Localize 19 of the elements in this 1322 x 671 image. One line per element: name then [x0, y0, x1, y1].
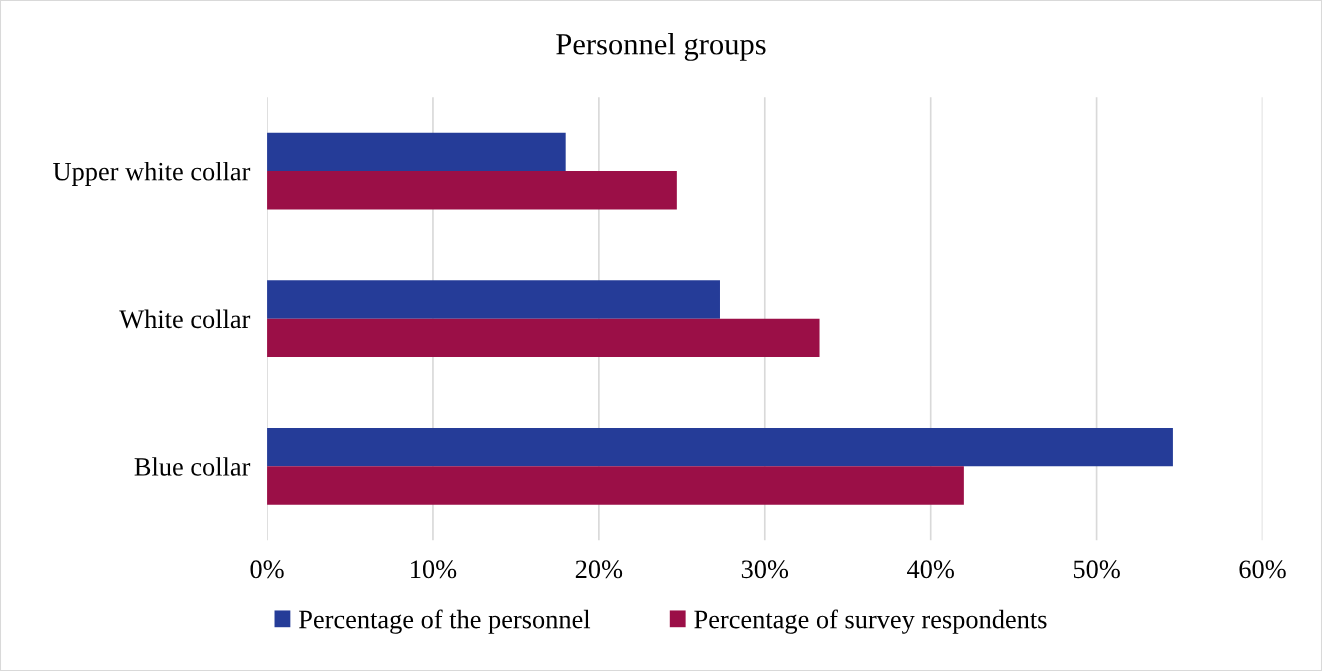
- x-tick-label: 40%: [907, 560, 954, 579]
- x-tick-label: 50%: [1073, 560, 1120, 579]
- legend-label: Percentage of the personnel: [299, 609, 591, 634]
- bar: [267, 171, 677, 210]
- bar: [267, 132, 566, 172]
- y-tick-label: Blue collar: [134, 457, 251, 476]
- bar: [267, 427, 1173, 467]
- x-tick-label: 30%: [741, 560, 789, 579]
- x-tick-label: 60%: [1239, 560, 1286, 579]
- x-tick-label: 10%: [411, 560, 457, 579]
- y-tick-label: Upper white collar: [53, 161, 251, 186]
- x-tick-label: 20%: [575, 560, 623, 579]
- bar: [267, 280, 720, 319]
- bar: [267, 318, 820, 358]
- y-tick-label: White collar: [119, 309, 251, 329]
- x-tick-label: 0%: [250, 560, 284, 579]
- bar: [267, 466, 964, 505]
- chart-title: Personnel groups: [556, 33, 766, 61]
- legend-label: Percentage of survey respondents: [694, 609, 1047, 634]
